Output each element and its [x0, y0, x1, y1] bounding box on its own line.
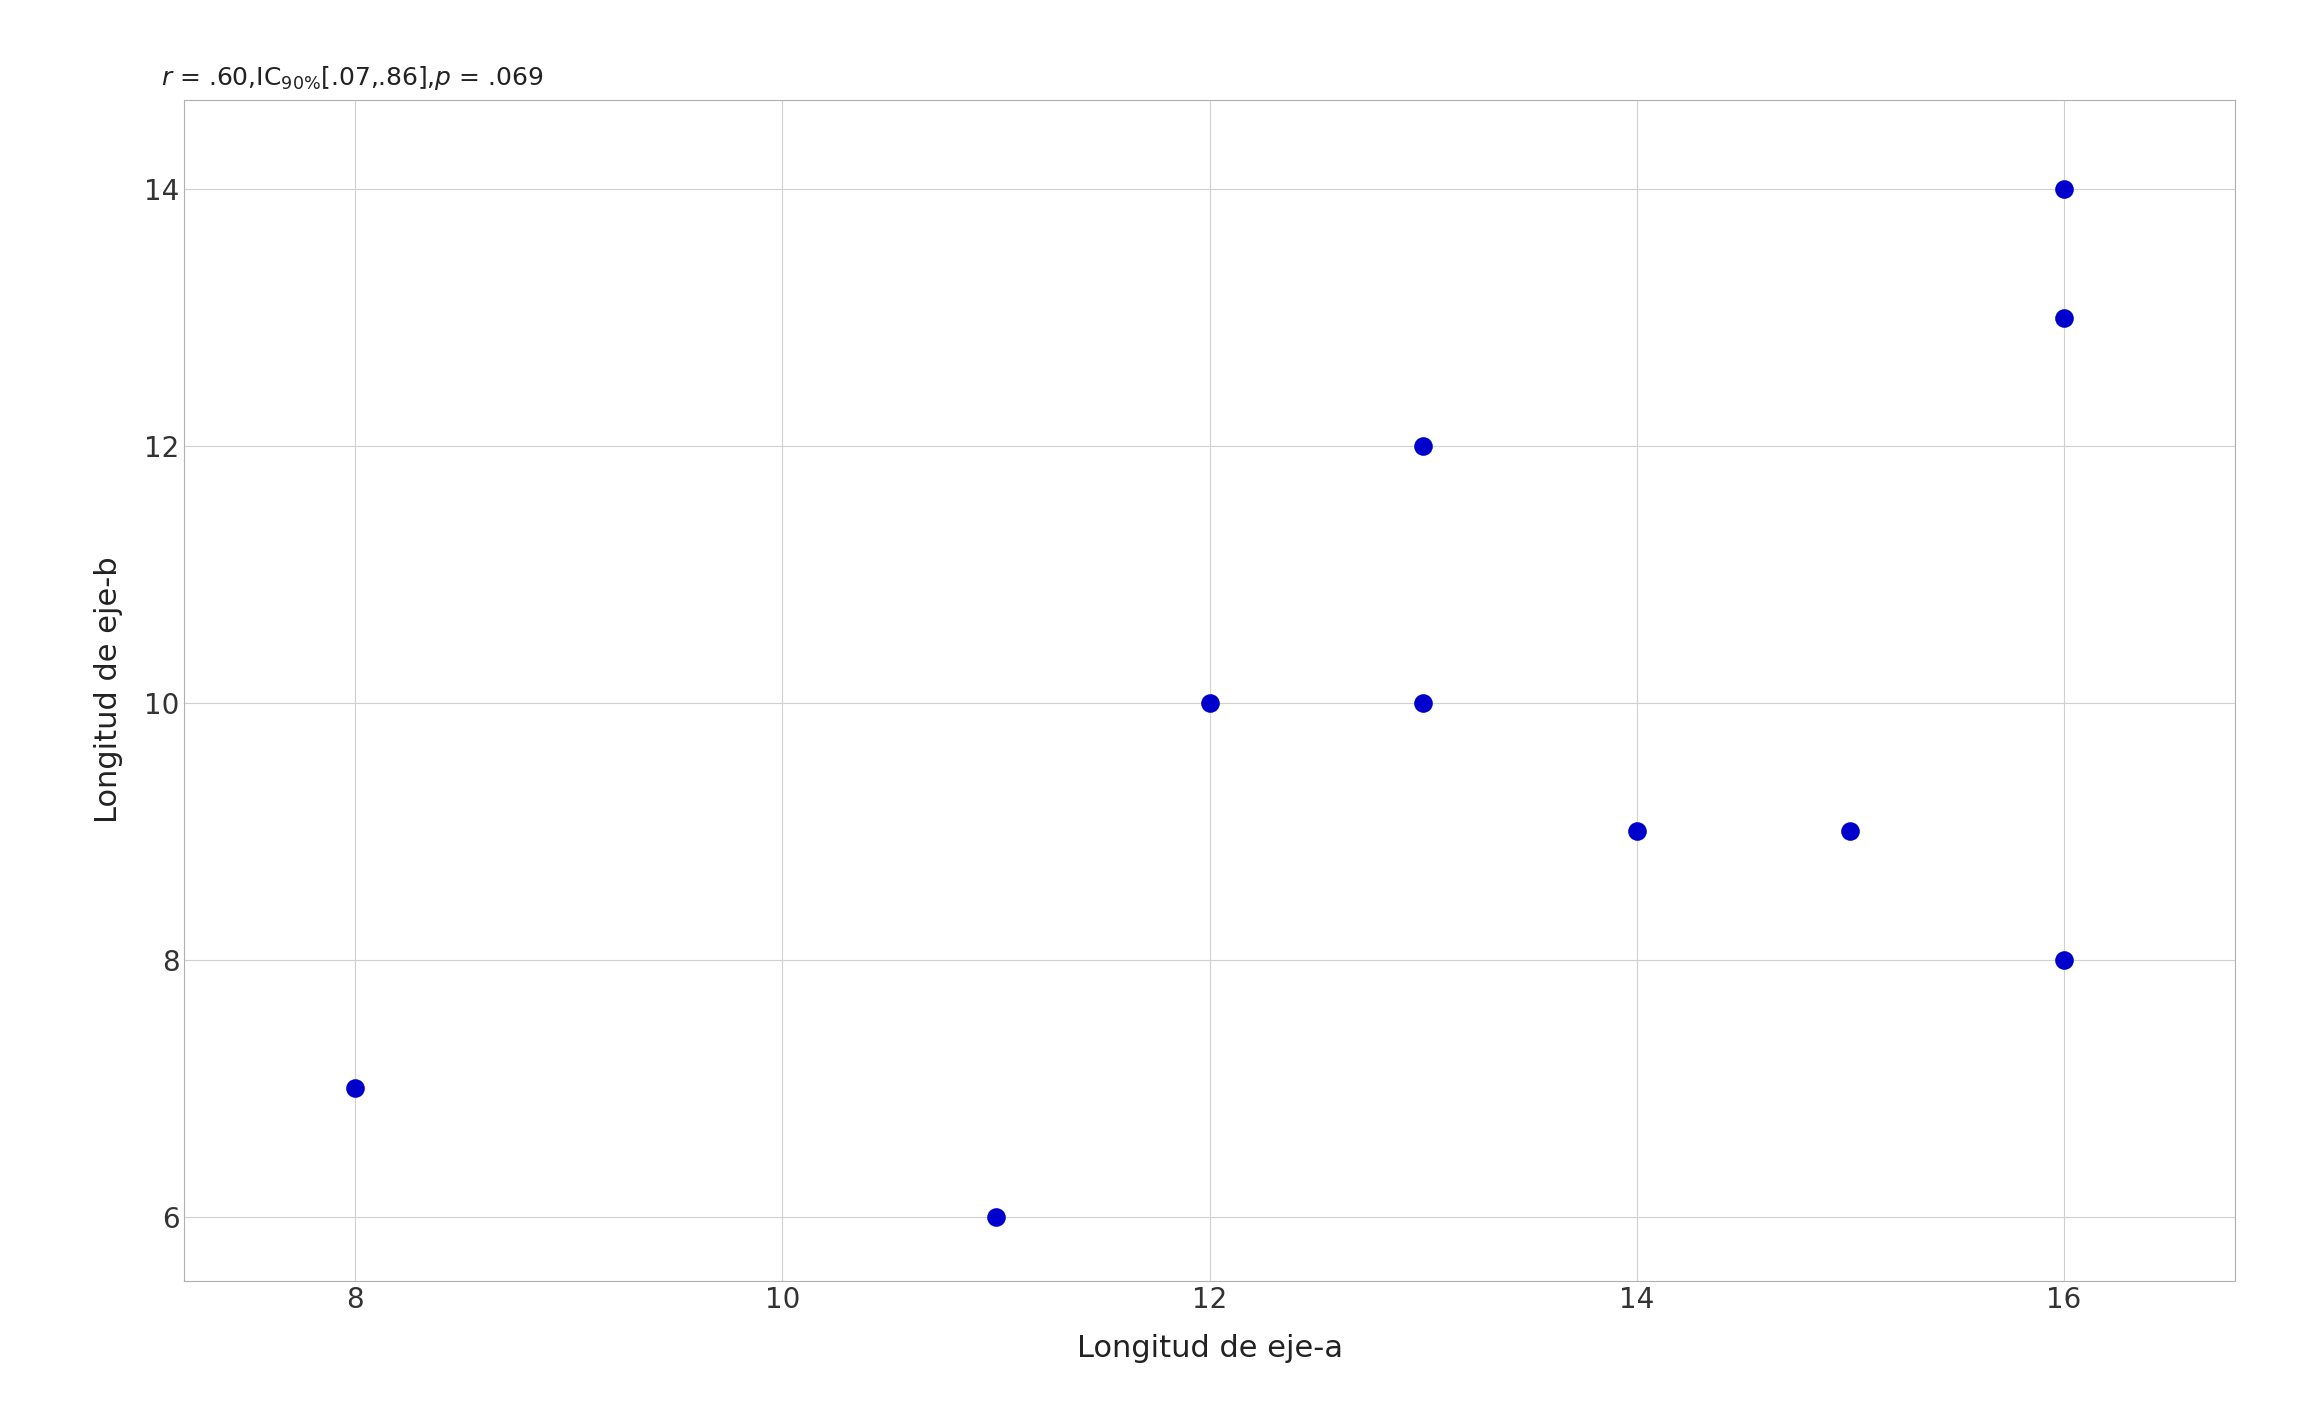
Point — [1405, 435, 1442, 458]
Point — [1832, 820, 1869, 842]
X-axis label: Longitud de eje-a: Longitud de eje-a — [1076, 1335, 1343, 1363]
Point — [977, 1205, 1014, 1228]
Point — [2046, 948, 2083, 970]
Point — [1617, 820, 1654, 842]
Point — [1405, 692, 1442, 714]
Point — [336, 1077, 373, 1100]
Point — [2046, 178, 2083, 201]
Point — [1191, 692, 1228, 714]
Y-axis label: Longitud de eje-b: Longitud de eje-b — [94, 556, 122, 824]
Point — [2046, 306, 2083, 329]
Text: $\mathit{r}$ = .60,IC$_{90\%}$[.07,.86],$\mathit{p}$ = .069: $\mathit{r}$ = .60,IC$_{90\%}$[.07,.86],… — [161, 64, 544, 92]
